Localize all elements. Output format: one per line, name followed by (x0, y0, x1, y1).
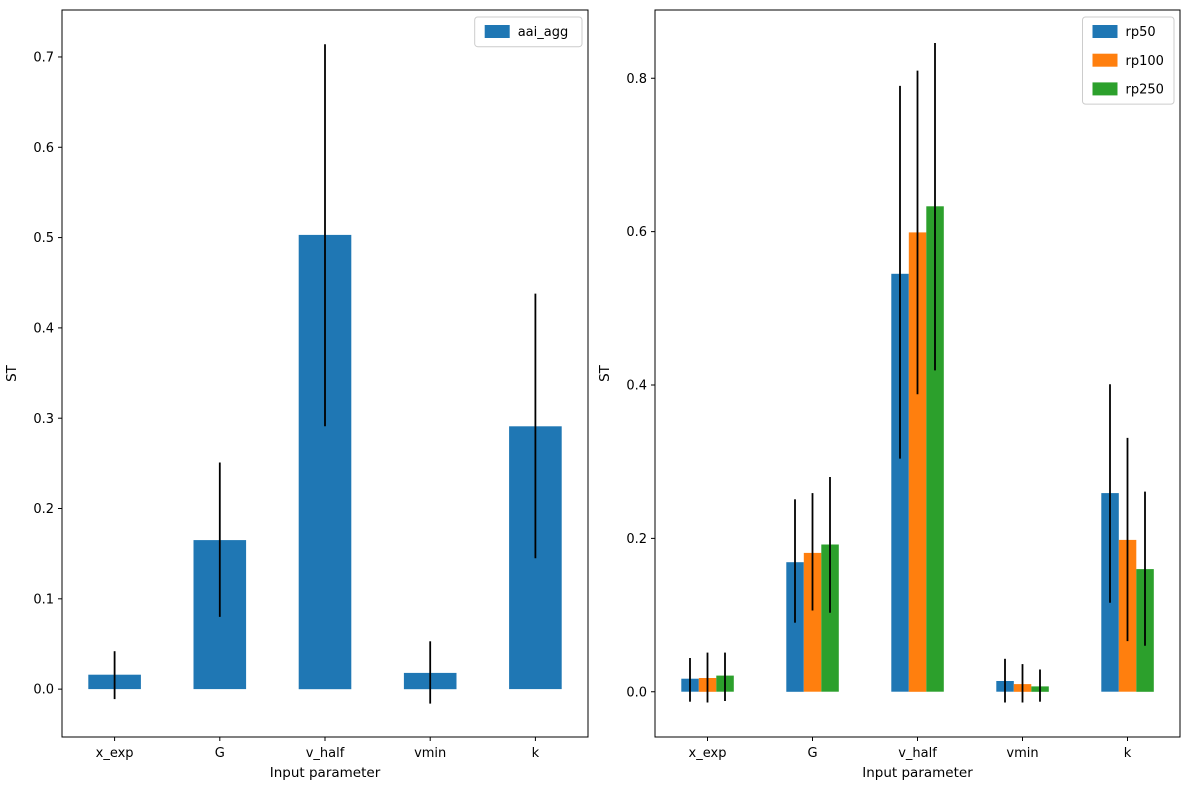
y-tick-label: 0.2 (33, 502, 54, 517)
legend-label-rp50: rp50 (1126, 25, 1156, 40)
y-tick-label: 0.5 (33, 231, 54, 246)
legend-label-rp100: rp100 (1126, 54, 1164, 69)
x-axis-label: Input parameter (862, 765, 973, 781)
legend-swatch-aai_agg (484, 25, 510, 38)
y-tick-label: 0.4 (626, 379, 647, 394)
legend: aai_agg (474, 16, 583, 48)
legend-swatch-rp50 (1092, 25, 1118, 38)
y-tick-label: 0.7 (33, 51, 54, 66)
legend-box (474, 16, 583, 48)
bar-rp50-v_half (891, 273, 909, 692)
y-tick-label: 0.0 (33, 683, 54, 698)
y-tick-label: 0.3 (33, 412, 54, 427)
x-tick-label: x_exp (96, 746, 134, 761)
legend-box (1082, 16, 1175, 105)
y-tick-label: 0.1 (33, 592, 54, 607)
y-tick-label: 0.2 (626, 532, 647, 547)
x-tick-label: v_half (306, 746, 345, 761)
y-tick-label: 0.6 (626, 225, 647, 240)
y-tick-label: 0.6 (33, 141, 54, 156)
x-tick-label: vmin (1006, 746, 1038, 761)
y-tick-label: 0.0 (626, 685, 647, 700)
x-tick-label: G (215, 746, 225, 761)
y-axis-label: ST (597, 364, 613, 382)
y-axis-label: ST (4, 364, 20, 382)
x-axis-label: Input parameter (270, 765, 381, 781)
bar-rp250-G (821, 544, 839, 692)
legend-swatch-rp100 (1092, 53, 1118, 67)
y-tick-label: 0.4 (33, 321, 54, 336)
x-tick-label: k (532, 746, 540, 761)
legend-label-aai_agg: aai_agg (518, 25, 569, 40)
x-tick-label: G (807, 746, 817, 761)
legend: rp50 rp100 rp250 (1082, 16, 1175, 105)
x-tick-label: vmin (414, 746, 446, 761)
bar-rp100-v_half (908, 232, 927, 692)
x-tick-label: k (1124, 746, 1132, 761)
x-tick-label: x_exp (689, 746, 727, 761)
bar-rp100-G (803, 552, 822, 692)
legend-swatch-rp250 (1092, 82, 1118, 96)
bar-rp250-v_half (926, 206, 944, 692)
legend-label-rp250: rp250 (1126, 82, 1164, 97)
x-tick-label: v_half (898, 746, 937, 761)
y-tick-label: 0.8 (626, 72, 647, 87)
bar-rp50-G (786, 562, 804, 692)
